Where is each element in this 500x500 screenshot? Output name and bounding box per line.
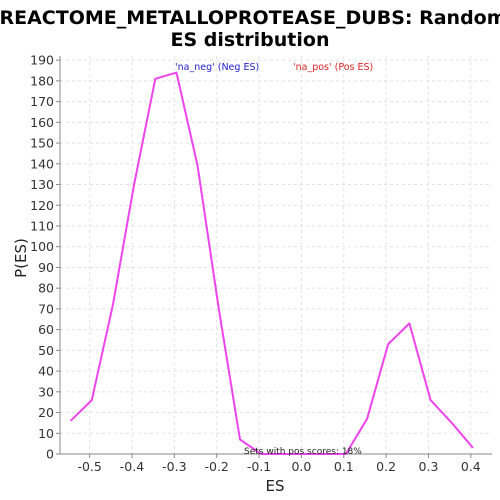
y-tick-label: 50 bbox=[38, 343, 54, 358]
x-tick-label: 0.3 bbox=[419, 459, 439, 474]
y-tick-label: 0 bbox=[46, 447, 54, 462]
legend-entry-pos-es: 'na_pos' (Pos ES) bbox=[293, 62, 373, 73]
y-tick-label: 130 bbox=[30, 177, 54, 192]
y-tick-label: 180 bbox=[30, 73, 54, 88]
x-tick-label: 0.2 bbox=[376, 459, 396, 474]
y-tick-label: 100 bbox=[30, 239, 54, 254]
series-line-es-distribution bbox=[69, 71, 474, 455]
y-tick-label: 30 bbox=[38, 384, 54, 399]
y-axis-ticks: 0 10 20 30 40 50 60 70 80 90 100 110 120 130 140 150 160… bbox=[30, 53, 60, 462]
y-tick-label: 190 bbox=[30, 53, 54, 68]
y-tick-label: 70 bbox=[38, 301, 54, 316]
y-tick-label: 140 bbox=[30, 156, 54, 171]
y-tick-label: 170 bbox=[30, 94, 54, 109]
y-tick-label: 40 bbox=[38, 364, 54, 379]
x-tick-label: 0.1 bbox=[334, 459, 354, 474]
x-tick-label: -0.1 bbox=[247, 459, 271, 474]
y-tick-label: 20 bbox=[38, 405, 54, 420]
y-tick-label: 10 bbox=[38, 426, 54, 441]
x-tick-label: -0.4 bbox=[120, 459, 144, 474]
y-tick-label: 60 bbox=[38, 322, 54, 337]
x-tick-label: -0.3 bbox=[162, 459, 186, 474]
x-tick-label: 0.4 bbox=[461, 459, 481, 474]
y-tick-label: 90 bbox=[38, 260, 54, 275]
x-axis-ticks: -0.5 -0.4 -0.3 -0.2 -0.1 0.0 0.1 0.2 0.3 0.4 bbox=[77, 454, 481, 474]
y-tick-label: 110 bbox=[30, 218, 54, 233]
y-tick-label: 80 bbox=[38, 281, 54, 296]
y-axis-label: P(ES) bbox=[12, 238, 30, 278]
x-tick-label: -0.5 bbox=[77, 459, 101, 474]
pos-scores-annotation: Sets with pos scores: 18% bbox=[244, 447, 362, 457]
x-tick-label: -0.2 bbox=[205, 459, 229, 474]
grid-lines bbox=[60, 56, 492, 454]
chart-title-line-1: REACTOME_METALLOPROTEASE_DUBS: Random bbox=[0, 7, 500, 29]
x-axis-label: ES bbox=[266, 477, 285, 495]
legend-entry-neg-es: 'na_neg' (Neg ES) bbox=[175, 62, 259, 73]
y-tick-label: 150 bbox=[30, 136, 54, 151]
chart-title-line-2: ES distribution bbox=[171, 29, 330, 51]
y-tick-label: 160 bbox=[30, 115, 54, 130]
x-tick-label: 0.0 bbox=[291, 459, 311, 474]
plot-area bbox=[60, 56, 492, 454]
y-tick-label: 120 bbox=[30, 198, 54, 213]
